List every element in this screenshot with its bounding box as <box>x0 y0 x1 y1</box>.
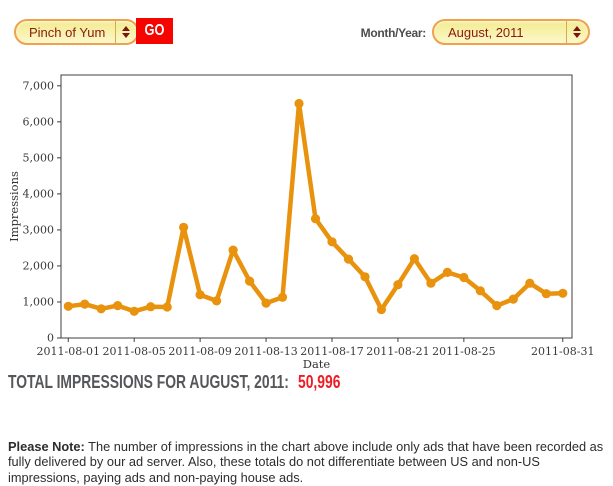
x-tick-label: 2011-08-09 <box>168 345 231 358</box>
month-year-label: Month/Year: <box>360 25 427 40</box>
x-tick-label: 2011-08-13 <box>234 345 297 358</box>
y-tick-label: 4,000 <box>23 187 55 200</box>
x-tick-label: 2011-08-25 <box>432 345 495 358</box>
plot-frame <box>60 74 573 339</box>
chart-point <box>277 292 288 302</box>
chart-line <box>66 101 566 314</box>
chart-point <box>310 214 321 224</box>
chart-point <box>195 290 205 300</box>
chart-point <box>492 301 502 311</box>
chart-point <box>393 280 403 290</box>
month-year-controls: Month/Year: August, 2011 <box>361 19 590 45</box>
chart-point <box>426 278 436 288</box>
chart-point <box>129 306 139 316</box>
y-axis-title: Impressions <box>7 171 21 242</box>
chart-point <box>80 299 90 309</box>
chart-point <box>96 304 106 314</box>
x-axis-title: Date <box>303 357 331 370</box>
chart-point <box>475 286 485 296</box>
chart-point <box>294 98 304 109</box>
y-tick-label: 5,000 <box>23 151 55 164</box>
impressions-chart: 0 1,000 2,000 3,000 4,000 5,000 6,000 7,000 2011… <box>7 74 594 370</box>
y-tick-label: 3,000 <box>23 223 55 236</box>
chart-point <box>343 254 354 264</box>
chart-point <box>146 302 156 312</box>
note-text: Please Note: The number of impressions i… <box>8 439 607 486</box>
month-year-select[interactable]: August, 2011 <box>432 19 590 45</box>
chart-point <box>459 272 469 283</box>
chart-point <box>162 302 172 312</box>
chart-point <box>525 278 535 288</box>
select-stepper-icon <box>566 21 588 43</box>
chart-point <box>261 298 271 308</box>
chart-point <box>409 254 419 264</box>
chart-point <box>245 276 255 286</box>
go-button-label: GO <box>144 22 165 39</box>
note-bold-prefix: Please Note: <box>8 438 85 454</box>
y-tick-label: 7,000 <box>23 79 55 92</box>
note-body: The number of impressions in the chart a… <box>8 438 604 485</box>
x-tick-label: 2011-08-17 <box>300 345 363 358</box>
chart-point <box>327 237 337 247</box>
chart-point <box>212 296 222 306</box>
x-tick-label: 2011-08-05 <box>102 345 165 358</box>
site-select-value: Pinch of Yum <box>29 24 106 40</box>
x-tick-label: 2011-08-01 <box>37 345 100 358</box>
x-tick-label: 2011-08-31 <box>531 345 594 358</box>
total-impressions-line: TOTAL IMPRESSIONS FOR AUGUST, 2011: 50,9… <box>8 371 340 393</box>
y-tick-label: 0 <box>47 332 54 345</box>
y-tick-label: 6,000 <box>23 115 55 128</box>
chart-point <box>442 267 452 277</box>
total-impressions-value: 50,996 <box>298 371 341 392</box>
y-tick-label: 1,000 <box>23 295 55 308</box>
chart-point <box>360 272 370 282</box>
chart-point <box>541 289 551 299</box>
x-tick-label: 2011-08-21 <box>366 345 429 358</box>
chart-point <box>63 301 73 311</box>
chart-point <box>508 294 518 304</box>
y-tick-label: 2,000 <box>23 259 55 272</box>
chart-point <box>558 288 568 298</box>
chart-point <box>113 301 123 311</box>
total-impressions-label: TOTAL IMPRESSIONS FOR AUGUST, 2011: <box>8 371 289 392</box>
month-year-select-value: August, 2011 <box>448 24 524 40</box>
go-button[interactable]: GO <box>136 18 173 44</box>
site-select[interactable]: Pinch of Yum <box>14 19 140 45</box>
select-stepper-icon <box>115 21 137 43</box>
chart-point <box>228 245 238 255</box>
chart-point <box>179 222 189 232</box>
chart-point <box>376 304 386 315</box>
